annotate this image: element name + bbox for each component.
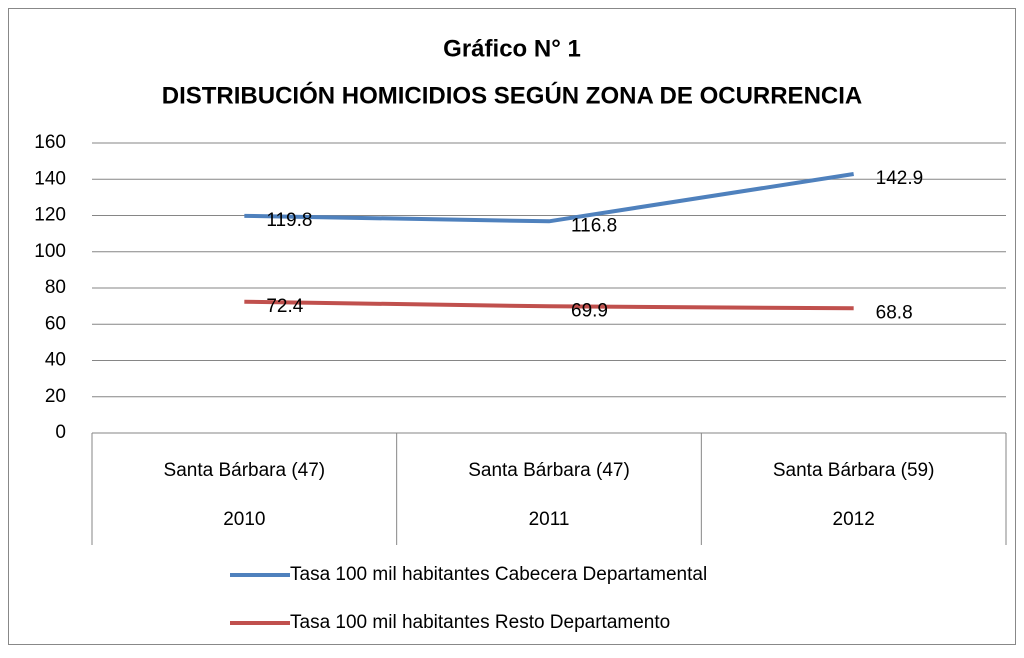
y-tick-label: 0 <box>55 422 66 443</box>
data-label: 69.9 <box>571 300 608 321</box>
x-group-label: 2012 <box>833 509 875 530</box>
chart-title: Gráfico N° 1 <box>443 35 581 62</box>
y-tick-label: 100 <box>34 241 66 262</box>
y-tick-label: 60 <box>45 313 66 334</box>
y-tick-label: 160 <box>34 132 66 153</box>
chart-border <box>8 8 1016 645</box>
data-label: 119.8 <box>266 210 312 231</box>
x-tick-label: Santa Bárbara (59) <box>773 460 935 481</box>
y-tick-label: 20 <box>45 386 66 407</box>
x-group-label: 2010 <box>223 509 265 530</box>
series-line <box>244 299 854 311</box>
data-label: 116.8 <box>571 215 617 236</box>
x-tick-label: Santa Bárbara (47) <box>164 460 326 481</box>
legend-label: Tasa 100 mil habitantes Resto Departamen… <box>290 612 670 633</box>
y-tick-label: 40 <box>45 350 66 371</box>
data-label: 72.4 <box>266 296 303 317</box>
x-group-label: 2011 <box>529 509 570 530</box>
y-tick-label: 80 <box>45 277 66 298</box>
series-line <box>244 172 854 224</box>
x-tick-label: Santa Bárbara (47) <box>468 460 630 481</box>
data-label: 68.8 <box>876 302 913 323</box>
y-tick-label: 140 <box>34 168 66 189</box>
chart-subtitle: DISTRIBUCIÓN HOMICIDIOS SEGÚN ZONA DE OC… <box>162 81 862 109</box>
y-tick-label: 120 <box>34 205 66 226</box>
legend-label: Tasa 100 mil habitantes Cabecera Departa… <box>290 564 707 585</box>
data-label: 142.9 <box>876 168 924 189</box>
